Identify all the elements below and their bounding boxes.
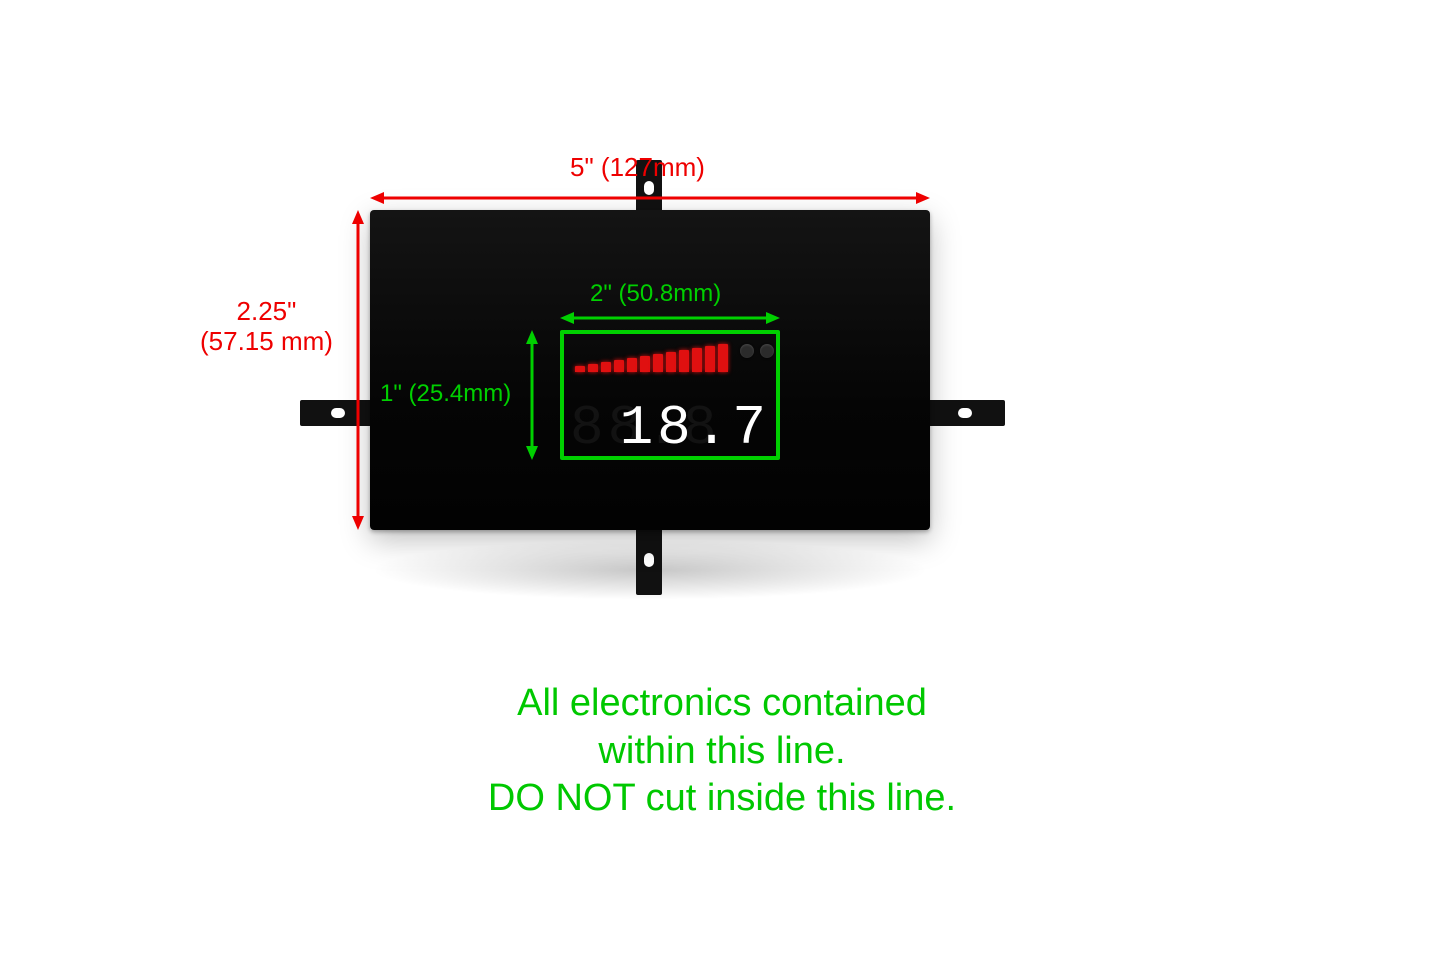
caption-text: All electronics contained within this li… xyxy=(488,680,956,823)
led-segment xyxy=(692,348,702,372)
led-segment xyxy=(666,352,676,372)
dimension-outer-height-label: 2.25" (57.15 mm) xyxy=(200,297,333,357)
diagram-stage: 88.8 18.7 5" (127mm) 2.25" (57.15 mm) 2"… xyxy=(0,0,1445,963)
led-segment xyxy=(705,346,715,372)
readout-value: 18.7 xyxy=(620,396,770,460)
dimension-inner-height-label: 1" (25.4mm) xyxy=(380,380,511,408)
dimension-outer-height xyxy=(348,210,368,530)
mount-tab-bottom xyxy=(636,525,662,595)
dimension-outer-height-line2: (57.15 mm) xyxy=(200,326,333,356)
led-segment xyxy=(640,356,650,372)
caption-line-1: All electronics contained xyxy=(488,680,956,728)
mount-tab-right xyxy=(925,400,1005,426)
dimension-outer-height-line1: 2.25" xyxy=(237,296,297,326)
led-segment xyxy=(614,360,624,372)
digital-readout: 88.8 18.7 xyxy=(570,390,770,460)
dimension-inner-height xyxy=(522,330,542,460)
led-segment xyxy=(575,366,585,372)
dimension-inner-width xyxy=(560,308,780,328)
caption-line-3: DO NOT cut inside this line. xyxy=(488,775,956,823)
led-segment xyxy=(627,358,637,372)
led-segment xyxy=(679,350,689,372)
led-segment xyxy=(653,354,663,372)
dimension-inner-width-label: 2" (50.8mm) xyxy=(590,280,721,308)
indicator-dot-1 xyxy=(740,344,754,358)
led-bargraph xyxy=(575,342,728,372)
led-segment xyxy=(588,364,598,372)
indicator-dot-2 xyxy=(760,344,774,358)
led-segment xyxy=(718,344,728,372)
dimension-outer-width xyxy=(370,188,930,208)
caption-line-2: within this line. xyxy=(488,728,956,776)
dimension-outer-width-label: 5" (127mm) xyxy=(570,153,705,183)
led-segment xyxy=(601,362,611,372)
